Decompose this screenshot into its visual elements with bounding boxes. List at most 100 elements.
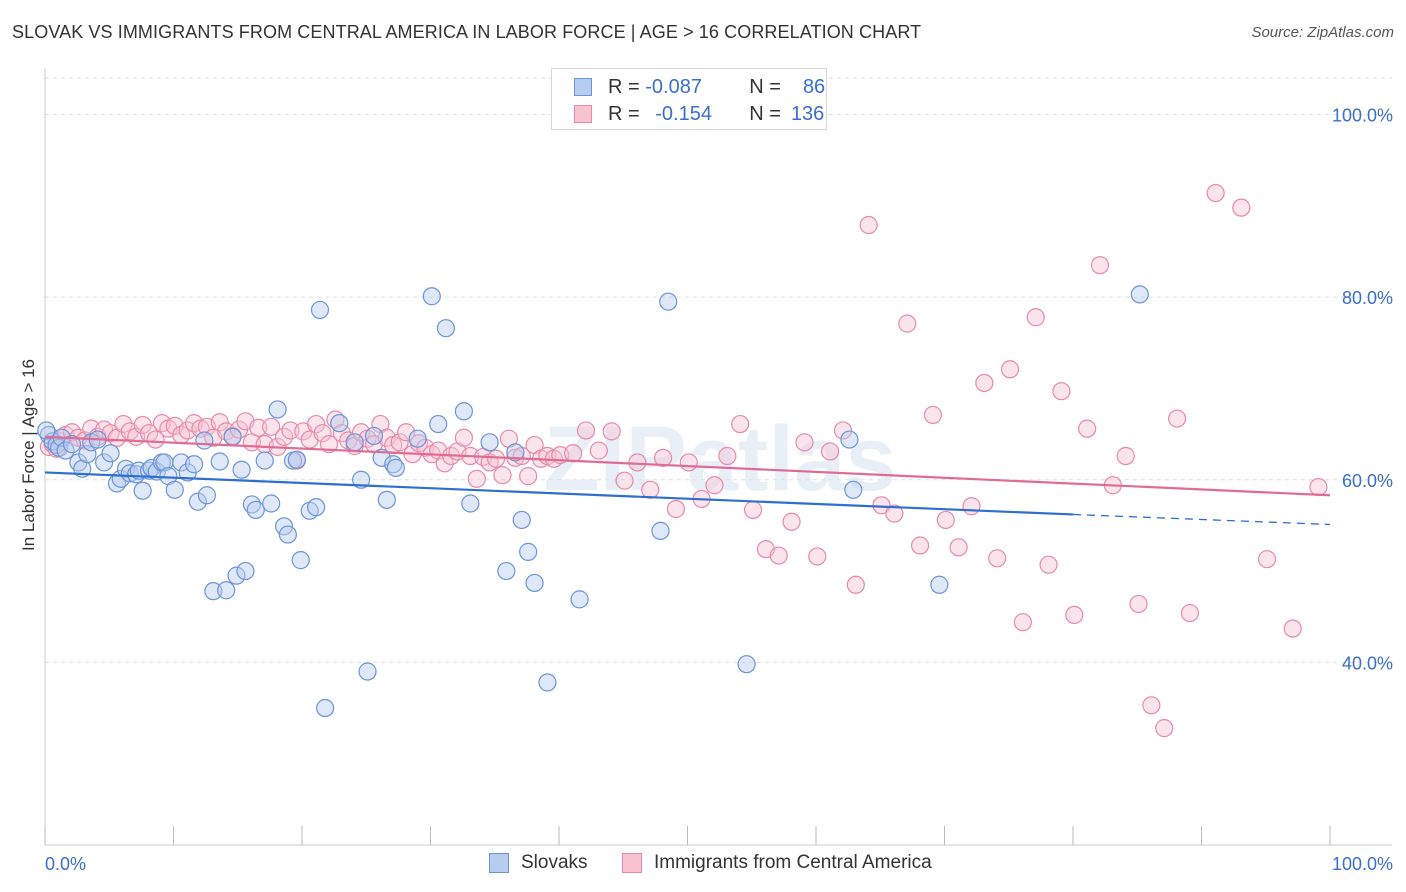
slovaks-point [352, 470, 371, 489]
immigrants-point [1155, 719, 1174, 738]
legend-swatch-blue [574, 78, 592, 96]
immigrants-point [486, 449, 506, 468]
y-tick-label: 100.0% [1332, 106, 1393, 126]
slovaks-point [278, 525, 297, 544]
legend-row-immigrants: R = -0.154 N = 136 [574, 102, 824, 126]
immigrants-point [146, 430, 165, 449]
immigrants-point [564, 444, 583, 463]
r-label: R = [608, 102, 640, 125]
slovaks-point [223, 427, 242, 446]
immigrants-point [769, 546, 788, 565]
slovaks-point [101, 444, 120, 463]
slovaks-point [204, 582, 223, 601]
slovaks-point [345, 433, 364, 452]
slovaks-point [139, 461, 159, 480]
immigrants-point [808, 547, 827, 566]
slovaks-point [570, 590, 589, 609]
immigrants-point [467, 469, 486, 488]
n-value: 86 [802, 75, 826, 98]
slovaks-point [480, 433, 499, 452]
legend-item-immigrants[interactable]: Immigrants from Central America [622, 852, 932, 874]
immigrants-point [454, 428, 474, 447]
slovaks-point [165, 480, 184, 499]
immigrants-point [718, 446, 737, 466]
immigrants-point [281, 421, 300, 440]
immigrants-point [962, 497, 981, 516]
r-label: R = [608, 75, 640, 98]
slovaks-trend-line [44, 471, 1074, 516]
slovaks-point [461, 494, 480, 513]
immigrants-point [1065, 605, 1084, 625]
chart-title: SLOVAK VS IMMIGRANTS FROM CENTRAL AMERIC… [12, 22, 922, 42]
slovaks-point [512, 510, 531, 530]
immigrants-point [949, 538, 968, 557]
y-tick-label: 40.0% [1342, 653, 1393, 673]
immigrants-point [833, 421, 853, 440]
immigrants-point [576, 421, 596, 440]
immigrants-point [679, 453, 698, 472]
n-value: 136 [790, 102, 825, 125]
immigrants-point [975, 373, 994, 393]
immigrants-point [910, 536, 930, 555]
immigrants-point [936, 510, 955, 530]
x-tick-label-max: 100.0% [1332, 854, 1393, 874]
slovaks-point [195, 431, 214, 450]
slovaks-point [519, 542, 538, 561]
immigrants-point [1039, 555, 1058, 574]
immigrants-point [1129, 594, 1148, 614]
slovaks-point [310, 300, 330, 320]
r-value: -0.154 [655, 102, 712, 125]
immigrants-point [1026, 308, 1045, 327]
immigrants-point [519, 467, 538, 486]
slovaks-point [1130, 285, 1149, 304]
immigrants-point [396, 423, 416, 442]
immigrants-point [210, 413, 229, 432]
slovaks-trend-extension [1072, 513, 1331, 526]
slovaks-point [525, 573, 544, 593]
slovaks-point [227, 566, 246, 585]
immigrants-point [262, 417, 281, 436]
slovaks-point [844, 480, 863, 499]
immigrants-point [743, 500, 763, 519]
slovaks-point [184, 455, 204, 474]
slovaks-point [330, 414, 349, 433]
slovaks-point [262, 494, 281, 513]
legend-label: Immigrants from Central America [654, 852, 932, 873]
slovaks-point [188, 492, 208, 511]
immigrants-point [1142, 696, 1161, 715]
trend-lines [44, 435, 1331, 526]
y-tick-label: 60.0% [1342, 471, 1393, 491]
slovaks-point [246, 500, 265, 519]
immigrants-point [782, 512, 801, 531]
immigrants-point [1052, 382, 1071, 401]
slovaks-point [651, 521, 670, 540]
immigrants-point [628, 453, 647, 472]
series-immigrants-points [39, 183, 1328, 738]
legend-item-slovaks[interactable]: Slovaks [489, 852, 588, 874]
series-legend: Slovaks Immigrants from Central America [0, 852, 1406, 878]
immigrants-point [641, 480, 660, 499]
immigrants-point [1309, 477, 1328, 497]
immigrants-point [846, 575, 865, 594]
immigrants-point [602, 422, 621, 441]
immigrants-point [589, 441, 608, 460]
slovaks-point [37, 421, 56, 440]
immigrants-point [1116, 446, 1135, 466]
slovaks-point [659, 292, 678, 311]
watermark: ZIPatlas [544, 408, 897, 510]
slovaks-point [78, 445, 97, 464]
slovaks-point [372, 448, 391, 467]
immigrants-point [313, 424, 332, 443]
tick-labels: 40.0% 60.0% 80.0% 100.0% 0.0% 100.0% [45, 106, 1393, 874]
slovaks-point [429, 414, 448, 434]
immigrants-point [885, 504, 904, 523]
immigrants-point [821, 442, 840, 461]
slovaks-point [236, 561, 255, 581]
immigrants-point [923, 405, 943, 425]
slovaks-point [291, 551, 310, 570]
immigrants-point [795, 433, 814, 452]
immigrants-point [319, 435, 339, 454]
axes [44, 68, 1392, 846]
y-tick-label: 80.0% [1342, 288, 1393, 308]
